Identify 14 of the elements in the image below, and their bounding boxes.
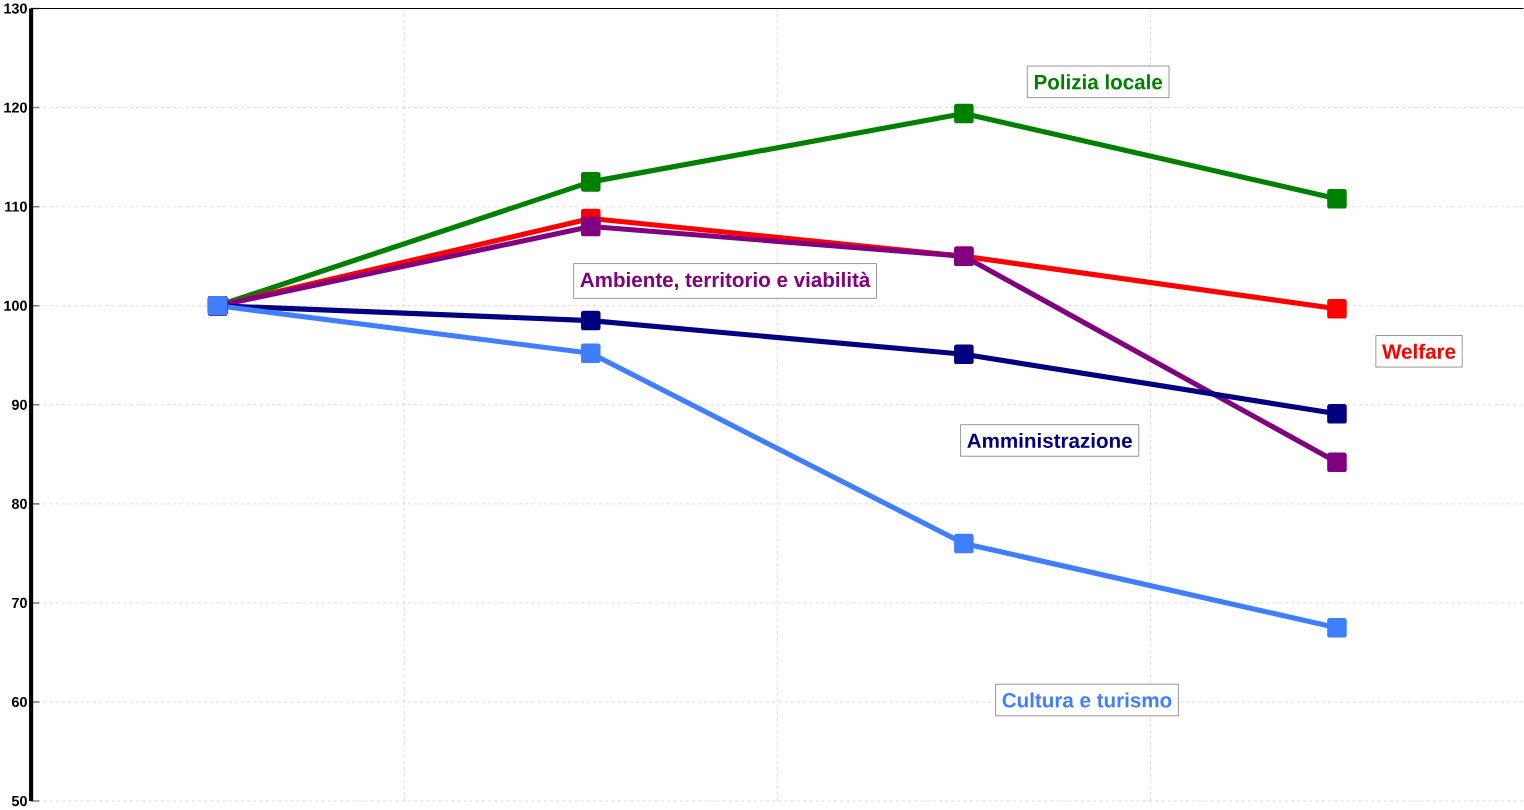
y-tick-label: 130 <box>4 3 27 14</box>
text: Amministrazione <box>967 433 1132 449</box>
text: Welfare <box>1382 343 1456 360</box>
y-tick-label: 50 <box>11 796 27 807</box>
series-label: Ambiente, territorio e viabilità <box>580 272 871 291</box>
y-tick-label: 90 <box>11 399 27 411</box>
y-tick-label: 120 <box>4 102 27 113</box>
y-tick-label: 80 <box>11 498 27 510</box>
series-label: Polizia locale <box>1034 74 1163 90</box>
y-tick-label: 70 <box>12 598 27 609</box>
y-tick-label: 60 <box>11 697 27 708</box>
y-tick-label: 100 <box>4 300 27 312</box>
y-tick-label: 110 <box>5 201 27 212</box>
text: Cultura e turismo <box>1002 692 1172 708</box>
